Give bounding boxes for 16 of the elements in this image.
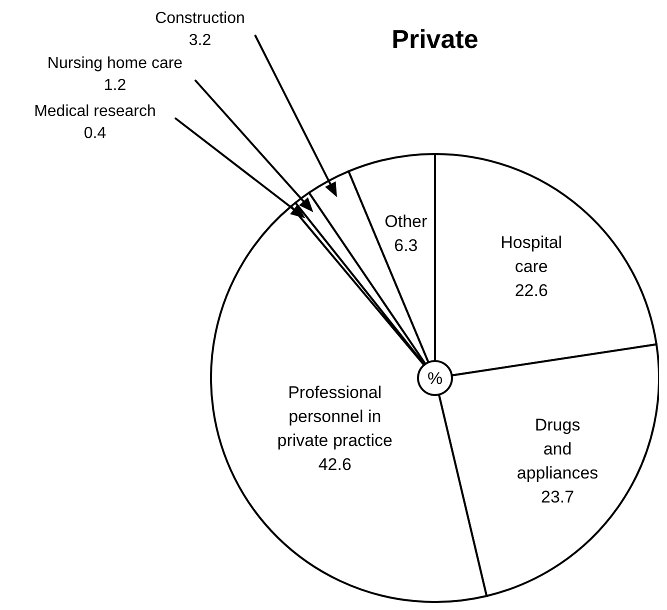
data-label: 1.2 xyxy=(104,77,126,94)
text: Private xyxy=(392,24,478,54)
data-label: 23.7 xyxy=(540,488,574,507)
data-label: 6.3 xyxy=(394,236,418,256)
slice-label: Nursing home care xyxy=(47,55,183,72)
data-label: 0.4 xyxy=(84,125,106,142)
data-label: 22.6 xyxy=(514,280,548,300)
slice-label: Construction xyxy=(155,10,245,27)
slice-label: Other xyxy=(384,212,428,232)
slice-label: Drugs and appliances xyxy=(516,416,598,483)
data-label: 42.6 xyxy=(318,455,352,474)
data-label: 3.2 xyxy=(188,32,212,49)
slice-label: Medical research xyxy=(34,103,156,120)
slice-label: Professional personnel in private practice xyxy=(277,383,393,450)
slice-label: Hospital care xyxy=(500,232,562,276)
text: % xyxy=(427,369,443,388)
